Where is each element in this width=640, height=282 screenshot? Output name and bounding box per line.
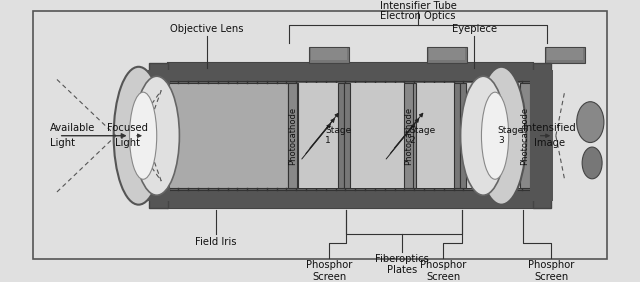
Bar [168,63,533,208]
Ellipse shape [461,76,506,195]
Bar [547,48,583,60]
Bar [460,83,466,188]
Text: Intensified: Intensified [523,124,576,133]
Text: Fiberoptics
Plates: Fiberoptics Plates [374,254,429,275]
Text: Stage
2: Stage 2 [410,126,436,146]
Ellipse shape [582,147,602,179]
Bar [524,83,534,188]
Bar [338,83,344,188]
Bar [545,47,585,63]
Bar [298,83,344,188]
Bar [344,83,350,188]
Text: Phosphor
Screen: Phosphor Screen [420,260,467,282]
Bar [168,83,533,188]
Bar [427,47,467,63]
Text: Focused: Focused [108,124,148,133]
Ellipse shape [114,67,164,205]
Text: Photocathode: Photocathode [288,107,298,165]
Bar [406,83,416,188]
Bar [533,63,551,208]
Bar [150,63,168,208]
Bar [350,83,460,188]
Text: Image: Image [534,138,565,148]
Bar [288,83,298,188]
Ellipse shape [134,76,179,195]
Bar [466,83,520,188]
Text: Eyepiece: Eyepiece [452,24,497,34]
Bar [148,70,170,201]
Text: Stage
3: Stage 3 [498,126,524,146]
Ellipse shape [476,67,526,205]
Bar [531,70,553,201]
Text: Stage
1: Stage 1 [325,126,351,146]
Bar [520,83,529,188]
Text: Intensifier Tube: Intensifier Tube [380,1,456,10]
Ellipse shape [129,92,157,179]
Bar [454,83,460,188]
Text: Available: Available [50,124,95,133]
Ellipse shape [481,92,509,179]
Text: Phosphor
Screen: Phosphor Screen [306,260,352,282]
Ellipse shape [577,102,604,142]
Bar [311,48,348,60]
Bar [309,47,349,63]
Bar [168,63,533,81]
Text: Field Iris: Field Iris [195,237,236,247]
Text: Light: Light [50,138,75,148]
Bar [288,83,298,188]
Text: Photocathode: Photocathode [404,107,413,165]
Text: Light: Light [115,138,140,148]
Text: Photocathode: Photocathode [520,107,529,165]
Text: Objective Lens: Objective Lens [170,24,243,34]
Bar [404,83,413,188]
Text: Phosphor
Screen: Phosphor Screen [528,260,575,282]
Bar [168,190,533,208]
Bar [429,48,465,60]
Text: Electron Optics: Electron Optics [380,10,456,21]
